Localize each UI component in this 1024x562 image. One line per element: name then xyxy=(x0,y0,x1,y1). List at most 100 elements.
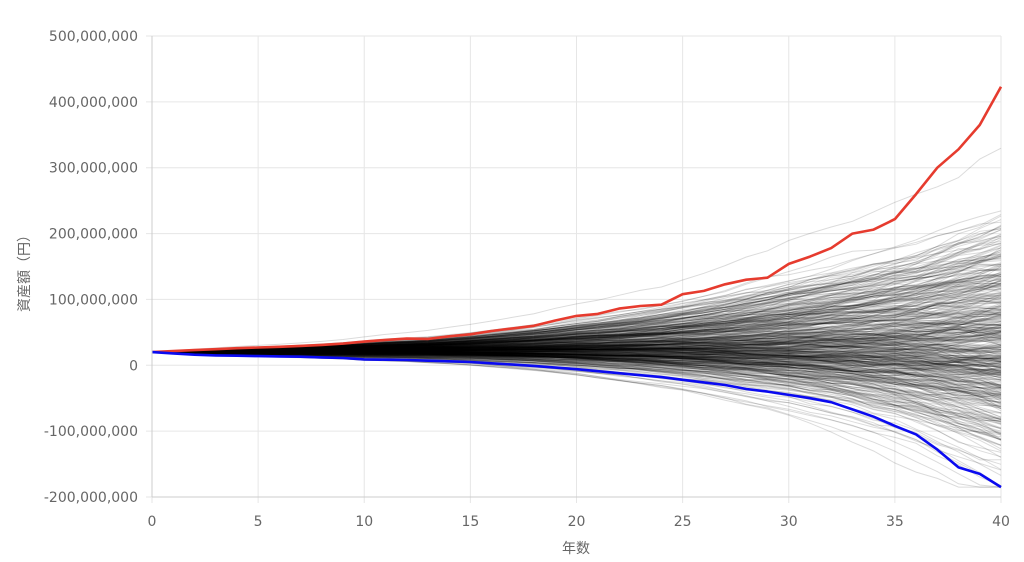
simulation-path xyxy=(151,293,1002,353)
simulation-path xyxy=(151,351,1002,388)
simulation-path xyxy=(151,289,1002,353)
simulation-path xyxy=(151,247,1002,353)
simulation-path xyxy=(151,351,1002,418)
simulation-path xyxy=(151,351,1002,380)
simulation-path xyxy=(152,350,1002,381)
simulation-path xyxy=(151,338,1002,359)
simulation-path xyxy=(152,349,1002,371)
simulation-path xyxy=(151,280,1002,353)
simulation-path xyxy=(151,351,1002,362)
simulation-path xyxy=(151,292,1002,353)
simulation-path xyxy=(151,264,1002,353)
simulation-path xyxy=(151,342,1002,353)
simulation-path xyxy=(151,245,1002,353)
simulation-path xyxy=(151,351,1002,378)
simulation-path xyxy=(151,300,1002,353)
simulation-path xyxy=(151,307,1002,353)
simulation-path xyxy=(151,351,1002,421)
simulation-path xyxy=(151,351,1002,441)
simulation-path xyxy=(151,284,1002,353)
x-tick-label: 10 xyxy=(355,514,373,530)
simulation-path xyxy=(151,330,1002,353)
simulation-path xyxy=(151,327,1002,353)
simulation-path xyxy=(151,313,1002,353)
simulation-path xyxy=(151,351,1002,434)
simulation-path xyxy=(151,349,1002,358)
simulation-path xyxy=(151,330,1002,353)
simulation-path xyxy=(151,351,1002,400)
simulation-path xyxy=(151,349,1002,359)
simulation-path xyxy=(151,340,1002,354)
simulation-path xyxy=(151,351,1002,397)
simulation-path xyxy=(151,255,1002,353)
simulation-path xyxy=(151,351,1002,386)
y-tick-label: 0 xyxy=(129,358,138,374)
simulation-path xyxy=(151,257,1002,353)
simulation-path xyxy=(151,326,1002,353)
simulation-path xyxy=(151,351,1002,367)
simulation-path xyxy=(151,351,1002,387)
simulation-path xyxy=(151,346,1002,360)
simulation-path xyxy=(151,279,1002,353)
simulation-path xyxy=(152,341,1002,354)
simulation-path xyxy=(151,347,1002,357)
simulation-path xyxy=(152,344,1002,353)
simulation-path xyxy=(151,335,1002,353)
simulation-path xyxy=(151,324,1002,353)
highlight-series xyxy=(151,86,1003,489)
simulation-path xyxy=(151,315,1002,353)
simulation-path xyxy=(151,351,1002,421)
simulation-path xyxy=(151,276,1002,353)
simulation-path xyxy=(151,351,1002,372)
simulation-path xyxy=(151,351,1002,410)
simulation-path xyxy=(151,350,1002,381)
simulation-path xyxy=(151,301,1002,353)
simulation-path xyxy=(151,333,1002,353)
simulation-path xyxy=(151,285,1002,353)
simulation-path xyxy=(151,334,1002,353)
simulation-path xyxy=(151,346,1002,353)
simulation-path xyxy=(151,351,1002,366)
simulation-path xyxy=(151,351,1002,363)
simulation-path xyxy=(151,351,1002,440)
simulation-path xyxy=(151,327,1002,353)
simulation-path xyxy=(151,333,1002,353)
simulation-path xyxy=(151,336,1002,353)
simulation-path xyxy=(151,337,1002,353)
simulation-path xyxy=(151,310,1002,353)
simulation-path xyxy=(151,327,1002,353)
simulation-path xyxy=(151,351,1002,394)
simulation-path xyxy=(151,350,1002,374)
simulation-path xyxy=(151,351,1002,389)
simulation-path xyxy=(151,351,1002,425)
simulation-path xyxy=(151,351,1002,414)
simulation-path xyxy=(151,351,1002,376)
simulation-path xyxy=(151,298,1002,353)
simulation-path xyxy=(151,321,1002,353)
x-tick-label: 0 xyxy=(148,514,157,530)
simulation-path xyxy=(152,350,1002,379)
simulation-path xyxy=(151,301,1001,353)
simulation-path xyxy=(151,347,1002,362)
simulation-path xyxy=(151,266,1002,353)
simulation-path xyxy=(152,348,1002,370)
y-axis-title: 資産額（円） xyxy=(17,228,33,312)
y-tick-label: 100,000,000 xyxy=(49,292,138,308)
simulation-path xyxy=(151,351,1002,410)
simulation-path xyxy=(151,351,1002,394)
simulation-path xyxy=(151,345,1002,367)
simulation-path xyxy=(151,351,1002,371)
x-tick-label: 30 xyxy=(780,514,798,530)
simulation-path xyxy=(151,335,1002,353)
simulation-path xyxy=(151,351,1002,390)
simulation-path xyxy=(151,283,1002,353)
simulation-path xyxy=(151,253,1002,353)
simulation-path xyxy=(151,348,1002,367)
simulation-path xyxy=(151,326,1002,353)
simulation-path xyxy=(151,346,1002,355)
simulation-path xyxy=(151,244,1002,353)
simulation-path xyxy=(151,351,1002,367)
simulation-path xyxy=(152,320,1002,353)
simulation-path xyxy=(152,351,1002,395)
simulation-path xyxy=(151,297,1002,353)
